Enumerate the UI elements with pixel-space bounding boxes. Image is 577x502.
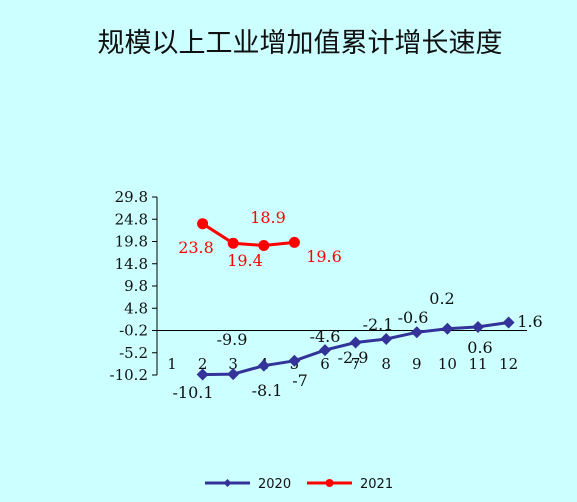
data-point-2020 xyxy=(472,320,484,333)
data-label-2020: -8.1 xyxy=(252,381,283,400)
data-label-2021: 18.9 xyxy=(250,208,286,227)
x-tick-label: 6 xyxy=(320,355,330,373)
legend-label-2021: 2021 xyxy=(360,477,393,492)
x-tick-label: 9 xyxy=(412,355,422,373)
data-label-2020: -7 xyxy=(292,371,308,390)
data-point-2020 xyxy=(410,326,423,339)
y-tick-label: 14.8 xyxy=(115,255,148,273)
data-point-2020 xyxy=(349,336,362,349)
data-label-2021: 19.6 xyxy=(306,247,342,266)
y-tick-label: 19.8 xyxy=(115,233,148,251)
data-label-2021: 19.4 xyxy=(227,251,263,270)
data-label-2020: -2.9 xyxy=(338,348,369,367)
x-tick-label: 12 xyxy=(499,355,518,373)
data-point-2020 xyxy=(319,344,331,357)
data-label-2021: 23.8 xyxy=(178,238,214,257)
data-label-2020: 1.6 xyxy=(517,312,542,331)
data-label-2020: -9.9 xyxy=(217,330,248,349)
x-tick-label: 3 xyxy=(228,355,238,373)
data-point-2020 xyxy=(196,368,209,381)
data-label-2020: 0.2 xyxy=(429,289,454,308)
y-tick-label: 9.8 xyxy=(124,277,148,295)
data-point-2021 xyxy=(288,236,300,248)
y-tick-label: 24.8 xyxy=(115,210,148,228)
data-label-2020: -4.6 xyxy=(310,327,341,346)
data-point-2020 xyxy=(288,354,301,367)
data-point-2020 xyxy=(227,368,240,381)
data-label-2020: -10.1 xyxy=(172,383,213,402)
data-point-2021 xyxy=(197,218,209,230)
x-tick-label: 7 xyxy=(351,355,361,373)
data-point-2021 xyxy=(258,240,270,252)
y-tick-label: -0.2 xyxy=(119,322,148,340)
legend-marker-2020 xyxy=(223,479,232,487)
chart-title: 规模以上工业增加值累计增长速度 xyxy=(98,28,503,59)
y-tick-label: -10.2 xyxy=(110,366,148,384)
data-label-2020: -0.6 xyxy=(398,308,429,327)
x-tick-label: 2 xyxy=(198,355,208,373)
data-point-2020 xyxy=(257,359,270,372)
legend-label-2020: 2020 xyxy=(258,477,291,492)
data-point-2020 xyxy=(380,332,393,345)
x-tick-label: 1 xyxy=(167,355,177,373)
x-tick-label: 8 xyxy=(381,355,391,373)
series-line-2021 xyxy=(201,222,295,248)
y-tick-label: -5.2 xyxy=(119,344,148,362)
data-point-2020 xyxy=(441,322,454,335)
y-tick-label: 29.8 xyxy=(115,188,148,206)
data-point-2020 xyxy=(502,316,515,329)
y-tick-label: 4.8 xyxy=(124,299,148,317)
x-tick-label: 11 xyxy=(468,355,487,373)
x-tick-label: 10 xyxy=(438,355,457,373)
data-point-2021 xyxy=(227,237,239,249)
data-label-2020: 0.6 xyxy=(467,338,492,357)
data-label-2020: -2.1 xyxy=(363,315,394,334)
legend-marker-2021 xyxy=(325,479,334,487)
